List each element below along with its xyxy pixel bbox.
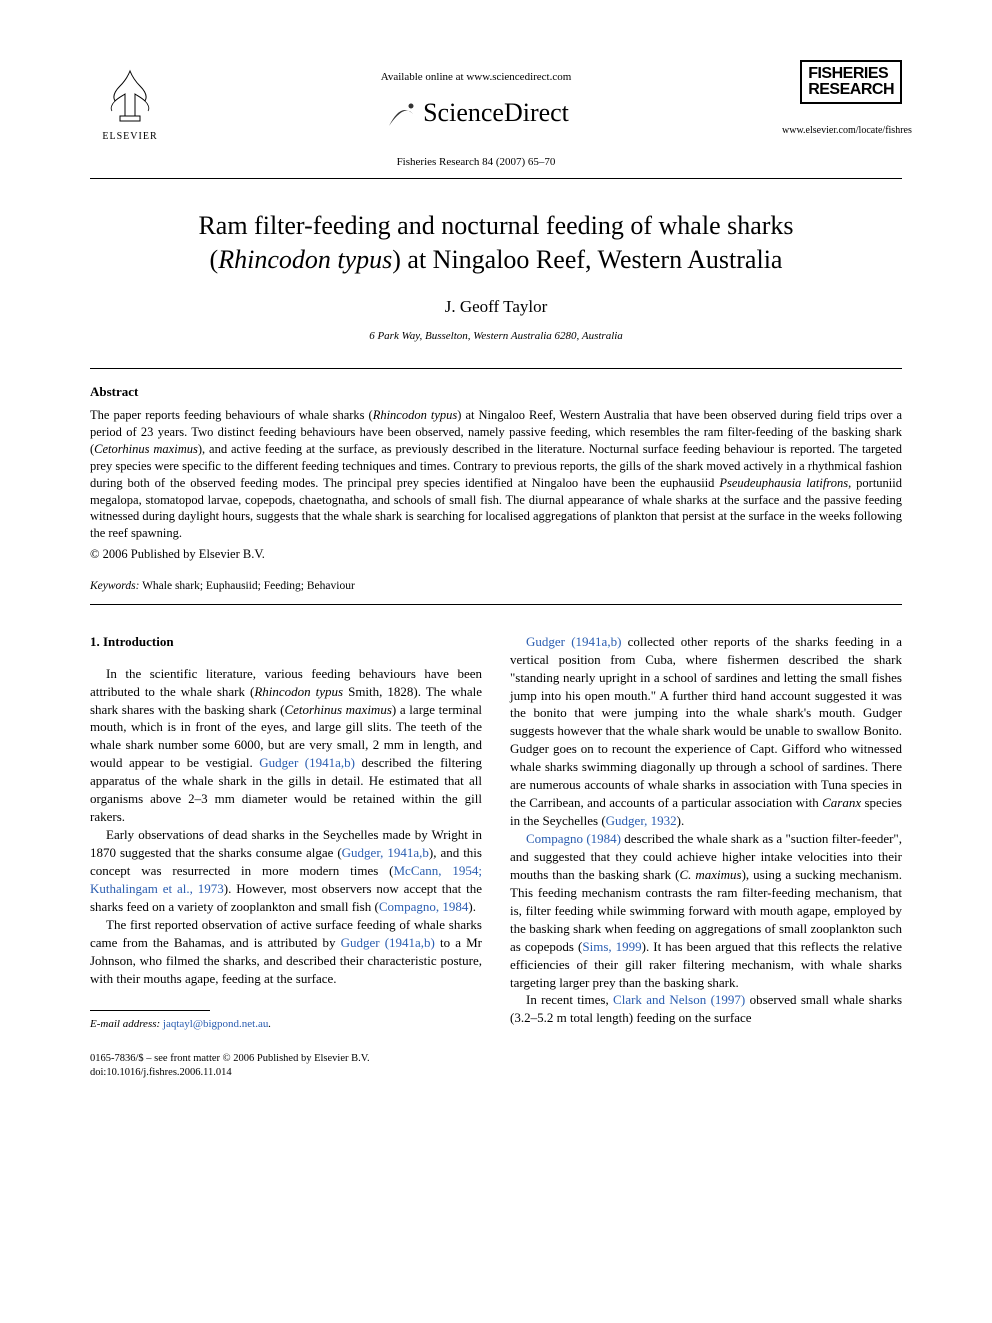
right-p2-link-sims[interactable]: Sims, 1999 [582,939,641,954]
section-1-heading: 1. Introduction [90,633,482,651]
journal-logo-line1: FISHERIES [808,66,894,82]
sciencedirect-text: ScienceDirect [423,95,569,131]
left-p1-link-gudger[interactable]: Gudger (1941a,b) [259,755,355,770]
available-online-text: Available online at www.sciencedirect.co… [170,70,782,85]
left-p2: Early observations of dead sharks in the… [90,826,482,916]
abstract-heading: Abstract [90,383,902,401]
right-p2: Compagno (1984) described the whale shar… [510,830,902,991]
right-p1-c: ). [677,813,685,828]
journal-logo-block: FISHERIES RESEARCH www.elsevier.com/loca… [782,60,902,138]
left-p1: In the scientific literature, various fe… [90,665,482,826]
left-p2-link-gudger[interactable]: Gudger, 1941a,b [342,845,429,860]
left-p1-sp1: Rhincodon typus [254,684,343,699]
affiliation: 6 Park Way, Busselton, Western Australia… [90,329,902,344]
right-p1-sp1: Caranx [822,795,861,810]
header-row: ELSEVIER Available online at www.science… [90,60,902,170]
right-p1: Gudger (1941a,b) collected other reports… [510,633,902,830]
sciencedirect-logo: ScienceDirect [383,95,569,131]
abstract-sp3: Pseudeuphausia latifrons [719,476,848,490]
title-part2: ) at Ningaloo Reef, Western Australia [392,245,782,274]
journal-logo-line2: RESEARCH [808,82,894,98]
abstract-sp2: Cetorhinus maximus [94,442,198,456]
left-p2-link-compagno[interactable]: Compagno, 1984 [379,899,469,914]
right-p1-link-gudger[interactable]: Gudger (1941a,b) [526,634,621,649]
email-label: E-mail address: [90,1018,160,1030]
header-rule [90,178,902,179]
elsevier-logo: ELSEVIER [90,60,170,150]
left-p2-d: ). [468,899,476,914]
page-container: ELSEVIER Available online at www.science… [0,0,992,1121]
abstract-bottom-rule [90,604,902,605]
journal-url: www.elsevier.com/locate/fishres [782,124,902,138]
abstract-text: The paper reports feeding behaviours of … [90,407,902,542]
sciencedirect-block: Available online at www.sciencedirect.co… [170,60,782,170]
bottom-meta: 0165-7836/$ – see front matter © 2006 Pu… [90,1052,902,1081]
footnote-rule [90,1010,210,1011]
left-column: 1. Introduction In the scientific litera… [90,633,482,1032]
journal-reference: Fisheries Research 84 (2007) 65–70 [170,155,782,170]
right-p2-link-compagno[interactable]: Compagno (1984) [526,831,621,846]
keywords-line: Keywords: Whale shark; Euphausiid; Feedi… [90,578,902,594]
keywords-label: Keywords: [90,580,139,592]
keywords-text: Whale shark; Euphausiid; Feeding; Behavi… [139,580,354,592]
sciencedirect-swoosh-icon [383,96,419,132]
right-p3: In recent times, Clark and Nelson (1997)… [510,991,902,1027]
right-p3-a: In recent times, [526,992,613,1007]
journal-logo-box: FISHERIES RESEARCH [800,60,902,104]
front-matter-line: 0165-7836/$ – see front matter © 2006 Pu… [90,1052,902,1067]
email-line: E-mail address: jaqtayl@bigpond.net.au. [90,1017,482,1032]
right-p2-sp1: C. maximus [679,867,741,882]
right-p1-a: collected other reports of the sharks fe… [510,634,902,810]
two-column-body: 1. Introduction In the scientific litera… [90,633,902,1032]
right-p1-link-gudger1932[interactable]: Gudger, 1932 [606,813,677,828]
left-p1-sp2: Cetorhinus maximus [284,702,391,717]
right-column: Gudger (1941a,b) collected other reports… [510,633,902,1032]
article-title: Ram filter-feeding and nocturnal feeding… [150,209,842,277]
left-p3: The first reported observation of active… [90,916,482,988]
title-species: Rhincodon typus [218,245,392,274]
author: J. Geoff Taylor [90,295,902,319]
elsevier-tree-icon [100,66,160,126]
right-p3-link-clark[interactable]: Clark and Nelson (1997) [613,992,745,1007]
elsevier-label: ELSEVIER [102,130,157,144]
abstract-copyright: © 2006 Published by Elsevier B.V. [90,546,902,564]
email-link[interactable]: jaqtayl@bigpond.net.au [163,1018,268,1030]
abstract-sp1: Rhincodon typus [373,408,458,422]
abstract-top-rule [90,368,902,369]
left-p3-link-gudger[interactable]: Gudger (1941a,b) [341,935,435,950]
doi-line: doi:10.1016/j.fishres.2006.11.014 [90,1066,902,1081]
abstract-pre: The paper reports feeding behaviours of … [90,408,373,422]
